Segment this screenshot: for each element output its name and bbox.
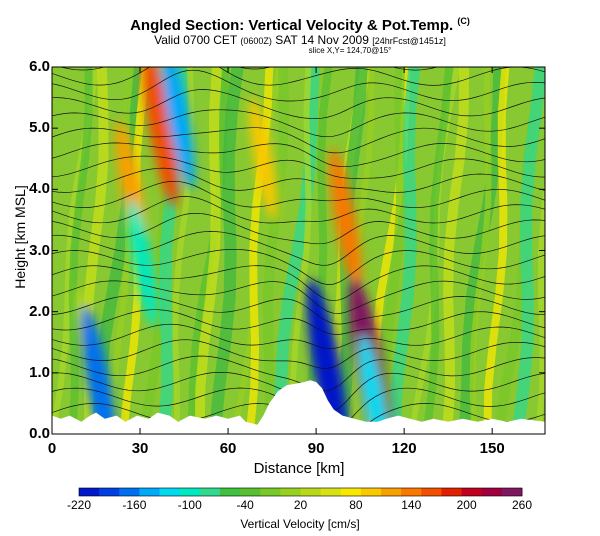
colorbar-tick-label: 80 [349,498,363,512]
y-tick-label: 6.0 [29,58,50,75]
slice-info: slice X,Y= 124,70@15° [308,46,392,55]
chart-subtitle: Valid 0700 CET (0600Z) SAT 14 Nov 2009 [… [154,33,446,47]
downdraft-core [359,334,391,434]
colorbar-tick-label: -220 [66,498,92,512]
velocity-band [68,67,93,434]
isentrope-line [52,355,545,392]
velocity-band [548,67,587,434]
isentrope-line [52,69,545,102]
isentrope-line [52,127,545,154]
velocity-band [458,67,506,434]
velocity-band [469,67,492,434]
colorbar-swatch [340,488,362,496]
isentrope-line [52,295,545,325]
colorbar-swatch [501,488,523,496]
y-tick-label: 4.0 [29,180,50,198]
x-tick-label: 90 [307,440,325,457]
isentrope-line [52,67,545,86]
colorbar-swatch [260,488,281,496]
updraft-core [329,148,362,292]
isentrope-line [52,323,545,350]
colorbar-swatch [159,488,181,496]
colorbar-tick-label: 140 [401,498,422,512]
colorbar-swatch [481,488,503,496]
velocity-band [379,67,407,434]
y-tick-label: 0.0 [29,425,50,442]
isentrope-line [52,212,545,245]
isentrope-line [59,67,439,71]
x-tick-label: 60 [219,440,237,457]
colorbar-label: Vertical Velocity [cm/s] [240,517,360,531]
velocity-band [535,179,545,434]
colorbar-swatch [280,488,301,496]
downdraft-core [128,198,158,327]
isentrope-line [52,339,545,369]
colorbar-swatch [320,488,342,496]
isentrope-line [52,109,545,138]
isentrope-line [52,309,545,335]
colorbar-swatch [79,488,100,496]
x-tick-label: 30 [131,440,149,457]
velocity-band [82,67,109,434]
terrain [52,380,545,434]
isentrope-line [52,265,545,302]
y-tick-label: 2.0 [29,302,50,320]
colorbar-swatch [461,488,483,496]
isentrope-line [52,280,545,314]
velocity-band [422,67,453,434]
colorbar-swatch [219,488,241,496]
chart-title: Angled Section: Vertical Velocity & Pot.… [130,16,470,34]
colorbar-swatch [381,488,402,496]
colorbar-tick-label: -100 [177,498,202,512]
colorbar-swatch [119,488,140,496]
colorbar-swatch [99,488,120,496]
colorbar-tick-label: 20 [293,498,308,512]
downdraft-core [161,67,195,190]
isentrope-line [52,196,545,224]
isentrope-line [52,231,545,266]
x-tick-label: 150 [479,440,505,457]
isentrope-line [52,89,545,119]
colorbar-swatch [199,488,221,496]
velocity-band [483,67,510,434]
x-tick-label: 0 [47,440,57,457]
isentrope-line [52,180,545,209]
colorbar-swatch [360,488,382,496]
velocity-band [388,67,421,434]
colorbar-tick-label: -40 [236,498,254,512]
colorbar-frame [78,487,523,497]
colorbar-swatch [139,488,160,496]
isentrope-line [52,248,545,285]
x-axis-label: Distance [km] [253,460,345,477]
colorbar-swatch [179,488,201,496]
velocity-band [511,67,545,434]
colorbar-swatch [441,488,462,496]
colorbar-swatch [300,488,322,496]
isentrope-line [52,142,545,168]
isentrope-line [52,155,545,179]
colorbar-tick-label: -160 [122,498,147,512]
y-tick-label: 3.0 [29,241,50,259]
colorbar-swatch [421,488,442,496]
y-tick-label: 5.0 [29,119,50,137]
isentrope-line [52,167,545,193]
colorbar-swatch [240,488,261,496]
x-tick-label: 120 [391,440,417,457]
updraft-core [142,67,179,207]
velocity-band [187,67,231,434]
velocity-band [208,67,244,434]
y-tick-label: 1.0 [29,363,50,381]
colorbar-tick-label: 200 [456,498,477,512]
colorbar-tick-label: 260 [511,498,533,512]
colorbar-swatch [401,488,422,496]
